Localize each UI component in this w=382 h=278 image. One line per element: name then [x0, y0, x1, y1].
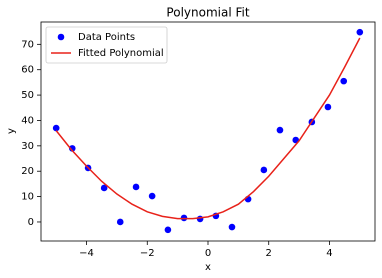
y-tick-label: 60 [21, 65, 34, 76]
x-tick-label: 4 [326, 248, 332, 259]
x-tick-label: 2 [266, 248, 272, 259]
y-axis-label: y [6, 128, 17, 134]
y-tick-label: 20 [21, 166, 34, 177]
data-point [100, 184, 108, 192]
y-tick-label: 70 [21, 39, 34, 50]
data-point [324, 103, 332, 111]
data-point [164, 226, 172, 234]
data-point [276, 126, 284, 134]
data-point [196, 215, 204, 223]
data-point [356, 28, 364, 36]
data-point [180, 214, 188, 222]
y-tick-label: 10 [21, 192, 34, 203]
legend-marker [57, 33, 65, 41]
legend-label: Data Points [78, 32, 135, 43]
data-point [148, 192, 156, 200]
data-point [340, 77, 348, 85]
data-point [260, 166, 268, 174]
fit-line [55, 37, 361, 220]
data-point [52, 124, 60, 132]
legend-box [45, 26, 168, 64]
x-tick-label: 0 [205, 248, 211, 259]
data-point [116, 218, 124, 226]
x-tick-label: −4 [79, 248, 94, 259]
x-axis-label: x [205, 262, 211, 273]
data-point [132, 183, 140, 191]
x-tick-label: −2 [140, 248, 155, 259]
plot-frame [40, 21, 376, 242]
y-tick-label: 40 [21, 115, 34, 126]
chart-title: Polynomial Fit [166, 6, 249, 20]
legend-label: Fitted Polynomial [78, 48, 164, 59]
y-tick-label: 30 [21, 141, 34, 152]
y-tick-label: 0 [28, 217, 34, 228]
data-point [68, 145, 76, 152]
data-point [228, 223, 236, 231]
y-tick-label: 50 [21, 90, 34, 101]
